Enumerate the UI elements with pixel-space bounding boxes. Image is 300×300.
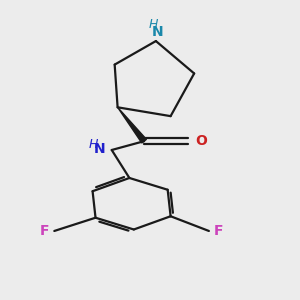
Text: O: O: [196, 134, 208, 148]
Text: N: N: [152, 25, 163, 39]
Polygon shape: [118, 107, 146, 143]
Text: F: F: [214, 224, 224, 238]
Text: F: F: [40, 224, 49, 238]
Text: N: N: [94, 142, 106, 156]
Text: H: H: [88, 138, 98, 151]
Text: H: H: [148, 18, 158, 31]
